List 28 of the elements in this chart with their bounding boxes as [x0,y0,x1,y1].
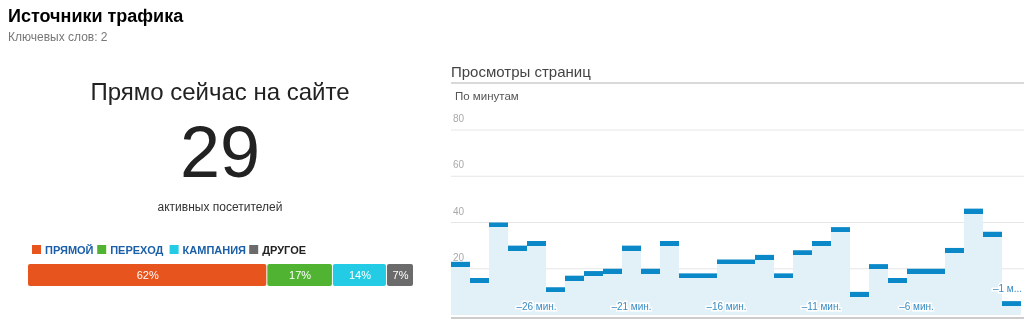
legend-label: ДРУГОЕ [262,244,307,256]
x-tick-label: –21 мин. [611,301,652,312]
legend-label: ПРЯМОЙ [45,244,94,256]
data-label: 62% [136,269,159,281]
y-tick-label: 20 [453,251,465,263]
x-tick-label: –26 мин. [516,301,557,312]
text: Ключевых слов: 2 [8,30,108,44]
y-tick-label: 40 [453,205,465,217]
legend-label: КАМПАНИЯ [182,244,247,256]
x-tick-label: –16 мин. [706,301,747,312]
data-label: 14% [348,269,372,281]
data-label: 7% [392,269,409,281]
bar [28,264,267,286]
x-tick-label: –11 мин. [801,301,842,312]
y-tick-label: 60 [453,159,465,171]
chart-subtitle: По минутам [455,90,519,102]
text: Прямо сейчас на сайте [90,78,350,105]
bar [267,264,332,286]
x-tick-label: –6 мин. [899,301,934,312]
text: 29 [179,112,261,192]
text: Источники трафика [8,6,185,26]
text: активных посетителей [157,200,283,214]
bar [332,264,386,286]
chart-title: Просмотры страниц [451,63,592,80]
x-tick-label: –1 м... [992,283,1022,294]
y-tick-label: 80 [453,113,465,124]
legend-label: ПЕРЕХОД [110,244,164,256]
data-label: 17% [289,269,312,281]
